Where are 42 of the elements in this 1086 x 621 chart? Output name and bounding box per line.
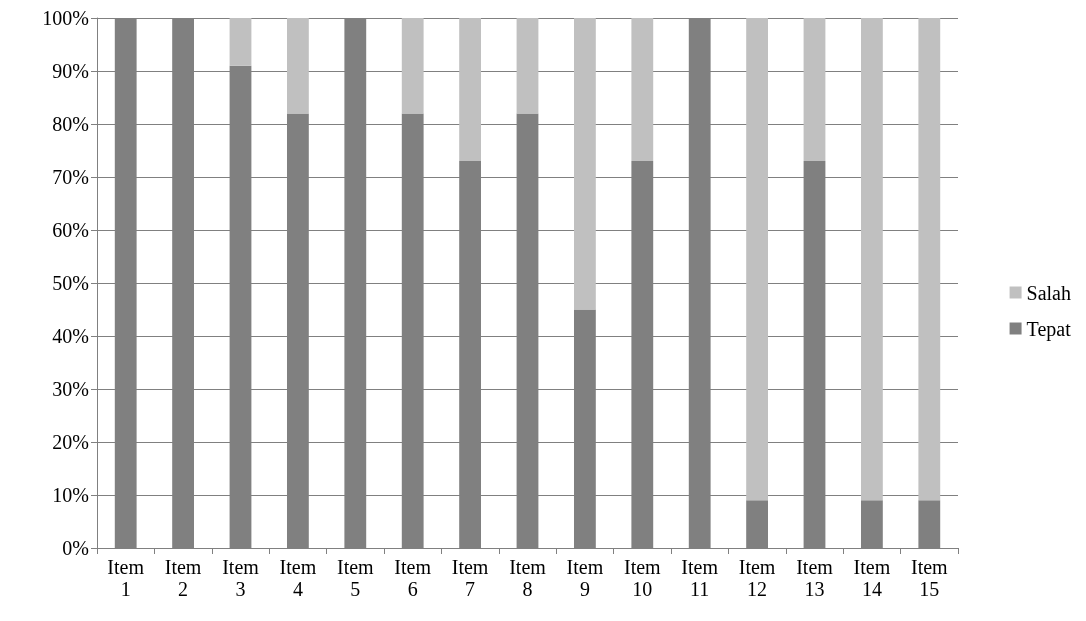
x-tick-label: Item 4 (279, 556, 317, 600)
bar (860, 500, 883, 548)
bar (401, 18, 424, 114)
bar (860, 18, 883, 501)
x-tick-label: Item 3 (222, 556, 260, 600)
y-tick-label: 80% (52, 113, 89, 135)
bar (573, 18, 596, 310)
x-tick-label: Item 12 (738, 556, 776, 600)
bar (803, 18, 826, 162)
y-tick-label: 70% (52, 166, 89, 188)
bar (459, 18, 482, 162)
legend-label: Salah (1026, 281, 1071, 304)
x-tick-label: Item 14 (853, 556, 891, 600)
x-tick-label: Item 5 (336, 556, 375, 600)
x-tick-label: Item 8 (509, 556, 547, 600)
x-tick-label: Item 2 (164, 556, 202, 600)
y-tick-label: 60% (52, 219, 89, 241)
bar (631, 18, 654, 162)
bar (516, 18, 539, 114)
x-tick-label: Item 15 (910, 556, 949, 600)
x-tick-label: Item 11 (681, 556, 719, 600)
x-tick-label: Item 7 (451, 556, 489, 600)
y-tick-label: 10% (52, 484, 89, 506)
bar (918, 500, 941, 548)
bar (229, 18, 252, 66)
x-tick-label: Item 13 (796, 556, 834, 600)
x-tick-label: Item 9 (566, 556, 604, 600)
y-tick-label: 90% (52, 60, 89, 82)
bar (286, 18, 309, 114)
x-tick-label: Item 6 (394, 556, 432, 600)
y-tick-label: 100% (42, 7, 89, 29)
legend-label: Tepat (1026, 317, 1072, 341)
bar (746, 500, 769, 548)
x-tick-label: Item 1 (107, 556, 145, 600)
y-tick-label: 0% (62, 537, 89, 559)
y-tick-label: 20% (52, 431, 89, 453)
y-tick-label: 30% (52, 378, 89, 400)
bar (746, 18, 769, 501)
y-tick-label: 40% (52, 325, 89, 347)
bar (918, 18, 941, 501)
x-tick-label: Item 10 (623, 556, 662, 600)
y-tick-label: 50% (52, 272, 89, 294)
